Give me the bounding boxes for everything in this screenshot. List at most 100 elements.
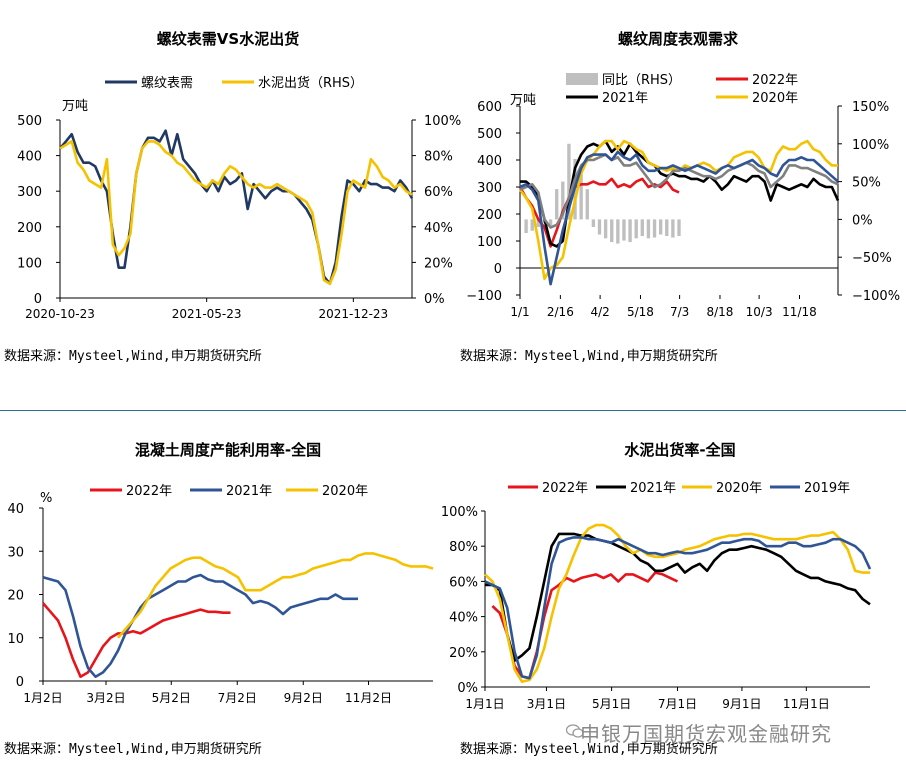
rebar_weekly_demand-y2tick-label: 150% xyxy=(852,100,889,115)
rebar_weekly_demand-bar xyxy=(536,219,541,227)
rebar_vs_cement-ytick-label: 200 xyxy=(17,221,42,236)
rebar_weekly_demand-ylabel: 万吨 xyxy=(510,93,536,108)
rebar_weekly_demand-bar xyxy=(677,219,681,237)
rebar_weekly_demand-legend-label: 同比（RHS） xyxy=(602,73,681,88)
rebar_weekly_demand-xtick-label: 5/18 xyxy=(627,305,654,319)
watermark: 申银万国期货宏观金融研究 xyxy=(580,722,832,746)
cement_shipment_rate-legend-label: 2021年 xyxy=(630,481,676,496)
rebar_weekly_demand-xtick-label: 2/16 xyxy=(547,305,574,319)
rebar_weekly_demand-bar xyxy=(671,219,675,238)
rebar_weekly_demand-title: 螺纹周度表观需求 xyxy=(618,30,739,48)
rebar_weekly_demand-legend-swatch xyxy=(566,73,598,85)
cement_shipment_rate-legend-label: 2020年 xyxy=(716,481,762,496)
cement_shipment_rate-legend-label: 2022年 xyxy=(542,481,588,496)
concrete_capacity-ytick-label: 40 xyxy=(7,502,24,517)
concrete_capacity-xtick-label: 3月2日 xyxy=(86,691,125,705)
rebar_weekly_demand-y2tick-label: −100% xyxy=(852,289,900,304)
cement_shipment_rate-series-line xyxy=(484,523,870,684)
source-note-2: 数据来源：Mysteel,Wind,申万期货研究所 xyxy=(460,349,718,364)
cement_shipment_rate-xtick-label: 9月1日 xyxy=(722,697,761,711)
rebar_weekly_demand-ytick-label: 300 xyxy=(477,181,502,196)
rebar_weekly_demand-xtick-label: 7/3 xyxy=(670,305,689,319)
cement_shipment_rate-ytick-label: 60% xyxy=(449,575,478,590)
cement_shipment_rate-xtick-label: 11月1日 xyxy=(783,697,830,711)
cement_shipment_rate-ytick-label: 20% xyxy=(449,646,478,661)
concrete_capacity-series-line xyxy=(42,573,358,679)
rebar_weekly_demand-bar xyxy=(652,219,657,238)
cement_shipment_rate-ytick-label: 0% xyxy=(457,681,478,696)
rebar_vs_cement-y2tick-label: 40% xyxy=(424,221,453,236)
rebar_weekly_demand-ytick-label: 400 xyxy=(477,154,502,169)
concrete_capacity-ytick-label: 30 xyxy=(7,545,24,560)
concrete_capacity-xtick-label: 7月2日 xyxy=(218,691,257,705)
rebar_vs_cement-title: 螺纹表需VS水泥出货 xyxy=(157,30,299,48)
concrete_capacity-series-line xyxy=(42,602,231,679)
rebar_vs_cement-series-line xyxy=(59,129,414,286)
rebar_weekly_demand-bar xyxy=(634,219,638,239)
rebar_weekly_demand-xtick-label: 1/1 xyxy=(510,305,529,319)
rebar_weekly_demand-xtick-label: 11/18 xyxy=(782,305,817,319)
cement_shipment_rate-series-line xyxy=(484,536,872,680)
rebar_vs_cement-ytick-label: 500 xyxy=(17,114,42,129)
rebar_weekly_demand-bar xyxy=(597,219,602,235)
cement_shipment_rate-series-line xyxy=(485,532,871,662)
rebar_vs_cement-xtick-label: 2021-12-23 xyxy=(318,307,388,321)
cement_shipment_rate-xtick-label: 7月1日 xyxy=(658,697,697,711)
rebar_weekly_demand-ytick-label: −100 xyxy=(466,289,502,304)
rebar_weekly_demand-bar xyxy=(548,219,553,226)
rebar_weekly_demand-bar xyxy=(610,219,614,243)
concrete_capacity-xtick-label: 1月2日 xyxy=(23,691,62,705)
rebar_vs_cement-legend-label: 水泥出货（RHS） xyxy=(258,75,363,91)
rebar_weekly_demand-ytick-label: 600 xyxy=(477,100,502,115)
rebar_weekly_demand-y2tick-label: 100% xyxy=(852,138,889,153)
concrete_capacity-legend-label: 2020年 xyxy=(322,484,368,499)
concrete_capacity-ylabel: % xyxy=(40,491,52,506)
rebar_weekly_demand-ytick-label: 200 xyxy=(477,208,502,223)
rebar_weekly_demand-bar xyxy=(665,219,669,237)
rebar_vs_cement-y2tick-label: 80% xyxy=(424,150,453,165)
rebar_weekly_demand-series-line xyxy=(519,150,839,286)
concrete_capacity-legend-label: 2021年 xyxy=(226,484,272,499)
cement_shipment_rate-xtick-label: 3月1日 xyxy=(527,697,566,711)
cement_shipment_rate-title: 水泥出货率-全国 xyxy=(624,441,735,459)
rebar_vs_cement-ytick-label: 100 xyxy=(17,256,42,271)
concrete_capacity-title: 混凝土周度产能利用率-全国 xyxy=(135,441,321,459)
rebar_weekly_demand-legend-label: 2022年 xyxy=(752,73,798,88)
source-note-1: 数据来源：Mysteel,Wind,申万期货研究所 xyxy=(4,349,262,364)
rebar_weekly_demand-y2tick-label: −50% xyxy=(852,251,892,266)
rebar_weekly_demand-bar xyxy=(555,189,559,220)
concrete_capacity-ytick-label: 20 xyxy=(7,589,24,604)
rebar_vs_cement-y2tick-label: 0% xyxy=(424,292,445,307)
rebar_weekly_demand-bar xyxy=(579,174,583,220)
rebar_weekly_demand-bar xyxy=(524,219,528,234)
rebar_weekly_demand-series-line xyxy=(520,139,840,248)
wechat-icon xyxy=(566,724,584,738)
rebar_weekly_demand-y2tick-label: 50% xyxy=(852,176,881,191)
rebar_weekly_demand-xtick-label: 10/3 xyxy=(746,305,773,319)
concrete_capacity-series-line xyxy=(117,552,434,639)
cement_shipment_rate-xtick-label: 5月1日 xyxy=(592,697,631,711)
rebar_vs_cement-xtick-label: 2021-05-23 xyxy=(172,307,242,321)
rebar_vs_cement-ylabel: 万吨 xyxy=(62,99,88,114)
rebar_weekly_demand-bar xyxy=(567,143,571,220)
rebar_weekly_demand-bar xyxy=(530,219,534,231)
rebar_weekly_demand-legend-label: 2020年 xyxy=(752,91,798,106)
rebar_vs_cement-ytick-label: 400 xyxy=(17,150,42,165)
source-note-4: 数据来源：Mysteel,Wind,申万期货研究所 xyxy=(460,742,718,757)
cement_shipment_rate-ytick-label: 100% xyxy=(441,505,478,520)
concrete_capacity-xtick-label: 9月2日 xyxy=(284,691,323,705)
source-note-3: 数据来源：Mysteel,Wind,申万期货研究所 xyxy=(4,742,262,757)
rebar_weekly_demand-ytick-label: 0 xyxy=(494,262,502,277)
rebar_weekly_demand-bar xyxy=(622,219,626,241)
rebar_weekly_demand-bar xyxy=(628,219,632,243)
rebar_vs_cement-series-line xyxy=(59,140,413,286)
rebar_weekly_demand-bar xyxy=(616,219,620,244)
rebar_vs_cement-y2tick-label: 20% xyxy=(424,256,453,271)
cement_shipment_rate-ytick-label: 40% xyxy=(449,611,478,626)
concrete_capacity-xtick-label: 5月2日 xyxy=(152,691,191,705)
rebar_weekly_demand-bar xyxy=(585,189,589,220)
cement_shipment_rate-ytick-label: 80% xyxy=(449,540,478,555)
cement_shipment_rate-legend-label: 2019年 xyxy=(804,481,850,496)
cement_shipment_rate-series-line xyxy=(491,571,679,680)
rebar_weekly_demand-bar xyxy=(658,219,663,235)
